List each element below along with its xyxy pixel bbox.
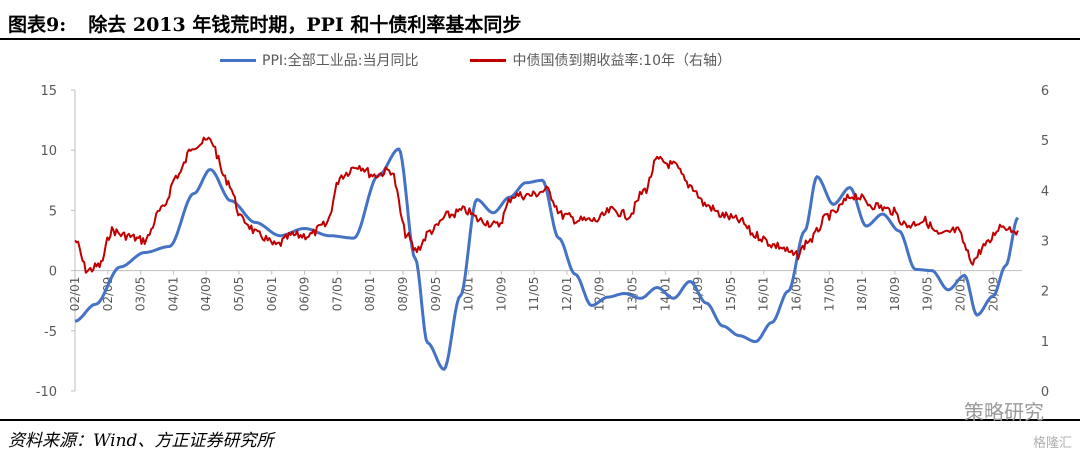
x-tick-label: 04/09 <box>199 277 213 312</box>
x-tick-label: 04/01 <box>166 277 180 312</box>
legend-label-ppi: PPI:全部工业品:当月同比 <box>262 53 419 69</box>
source-rule <box>0 419 1080 421</box>
series-line-yield <box>74 136 1019 274</box>
legend-item-ppi: PPI:全部工业品:当月同比 <box>220 50 418 70</box>
x-tick-label: 02/01 <box>68 277 82 312</box>
title-rule <box>0 38 1080 40</box>
x-tick-label: 08/01 <box>363 277 377 312</box>
figure-title-text: 除去 2013 年钱荒时期，PPI 和十债利率基本同步 <box>88 14 522 36</box>
y-left-tick-label: -5 <box>44 325 57 340</box>
x-tick-label: 07/05 <box>330 277 344 312</box>
y-right-tick-label: 2 <box>1041 285 1049 300</box>
legend-item-yield: 中债国债到期收益率:10年（右轴） <box>470 50 731 70</box>
legend-swatch-yield <box>470 58 507 62</box>
x-tick-label: 19/05 <box>921 277 935 312</box>
x-tick-label: 06/01 <box>265 277 279 312</box>
x-tick-label: 02/09 <box>101 277 115 312</box>
x-tick-label: 16/01 <box>757 277 771 312</box>
y-left-tick-label: -10 <box>36 385 57 400</box>
y-right-tick-label: 3 <box>1041 235 1049 250</box>
x-tick-label: 12/01 <box>560 277 574 312</box>
y-right-tick-label: 4 <box>1041 184 1049 199</box>
x-tick-label: 08/09 <box>396 277 410 312</box>
x-tick-label: 10/09 <box>494 277 508 312</box>
chart-legend: PPI:全部工业品:当月同比 中债国债到期收益率:10年（右轴） <box>220 50 783 70</box>
watermark-small: 格隆汇 <box>1032 436 1072 451</box>
y-left-tick-label: 10 <box>40 144 57 159</box>
x-tick-label: 05/05 <box>232 277 246 312</box>
x-tick-label: 13/05 <box>626 277 640 312</box>
y-right-tick-label: 6 <box>1041 84 1049 99</box>
legend-swatch-ppi <box>220 58 256 62</box>
x-tick-label: 18/09 <box>888 277 902 312</box>
x-tick-label: 20/01 <box>954 277 968 312</box>
x-tick-label: 03/05 <box>134 277 148 312</box>
x-tick-label: 15/05 <box>724 277 738 312</box>
source-note: 资料来源：Wind、方正证券研究所 <box>8 431 274 451</box>
figure-number: 图表9: <box>8 14 67 36</box>
watermark-text: 策略研究 <box>964 400 1044 424</box>
figure-title: 图表9: 除去 2013 年钱荒时期，PPI 和十债利率基本同步 <box>8 10 521 37</box>
x-tick-label: 09/05 <box>429 277 443 312</box>
line-chart: -10 -5 0 5 10 15 0 1 2 3 4 5 6 02/01 02/09 03/05 04/01 04… <box>36 84 1049 400</box>
y-right-tick-label: 0 <box>1041 385 1049 400</box>
legend-label-yield: 中债国债到期收益率:10年（右轴） <box>512 53 731 69</box>
x-tick-label: 17/05 <box>822 277 836 312</box>
y-right-tick-label: 5 <box>1041 134 1049 149</box>
x-tick-label: 18/01 <box>855 277 869 312</box>
y-left-tick-label: 15 <box>40 84 57 99</box>
y-left-tick-label: 5 <box>49 204 57 219</box>
y-right-tick-label: 1 <box>1041 335 1049 350</box>
series-line-ppi <box>74 147 1020 371</box>
x-tick-label: 06/09 <box>298 277 312 312</box>
x-tick-label: 11/05 <box>527 277 541 312</box>
y-left-tick-label: 0 <box>49 265 57 280</box>
